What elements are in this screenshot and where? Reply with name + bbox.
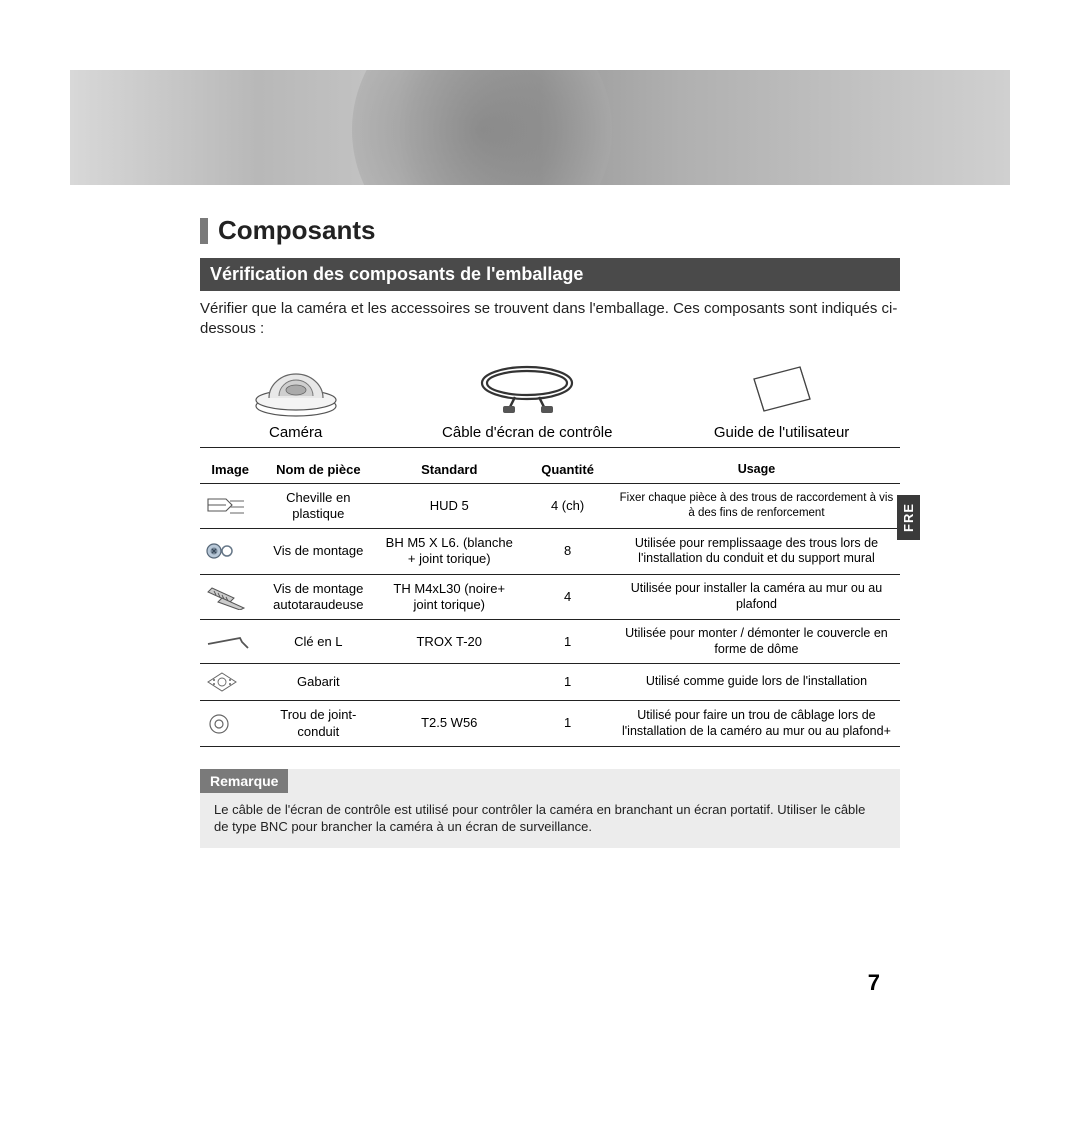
cell-nom: Cheville en plastique (260, 483, 376, 529)
th-usage: Usage (613, 456, 900, 484)
table-header-row: Image Nom de pièce Standard Quantité Usa… (200, 456, 900, 484)
camera-icon (251, 358, 341, 420)
cell-std (376, 664, 522, 701)
section-title: Composants (218, 215, 375, 246)
note-label: Remarque (200, 769, 288, 793)
main-item-guide-label: Guide de l'utilisateur (714, 424, 849, 441)
th-standard: Standard (376, 456, 522, 484)
note-box: Remarque Le câble de l'écran de contrôle… (200, 769, 900, 848)
lens-graphic (352, 70, 612, 185)
main-item-cable: Câble d'écran de contrôle (442, 358, 612, 441)
main-item-camera-label: Caméra (251, 424, 341, 441)
note-text: Le câble de l'écran de contrôle est util… (200, 793, 888, 836)
cell-nom: Vis de montage (260, 529, 376, 575)
cell-std: T2.5 W56 (376, 701, 522, 747)
row-icon-tapping-screw (200, 574, 260, 620)
main-item-cable-label: Câble d'écran de contrôle (442, 424, 612, 441)
cell-std: BH M5 X L6. (blanche + joint torique) (376, 529, 522, 575)
cell-usage: Utilisée pour installer la caméra au mur… (613, 574, 900, 620)
section-title-row: Composants (200, 215, 900, 246)
row-icon-lkey (200, 620, 260, 664)
table-row: Vis de montage BH M5 X L6. (blanche + jo… (200, 529, 900, 575)
row-icon-screw (200, 529, 260, 575)
cell-usage: Utilisée pour remplissaage des trous lor… (613, 529, 900, 575)
title-accent-bar (200, 218, 208, 244)
cable-icon (442, 358, 612, 420)
subsection-header: Vérification des composants de l'emballa… (200, 258, 900, 291)
cell-usage: Utilisé pour faire un trou de câblage lo… (613, 701, 900, 747)
th-quantite: Quantité (522, 456, 613, 484)
page-number: 7 (868, 970, 880, 996)
cell-std: HUD 5 (376, 483, 522, 529)
table-row: Cheville en plastique HUD 5 4 (ch) Fixer… (200, 483, 900, 529)
cell-nom: Gabarit (260, 664, 376, 701)
table-row: Clé en L TROX T-20 1 Utilisée pour monte… (200, 620, 900, 664)
header-banner-image (70, 70, 1010, 185)
cell-usage: Utilisé comme guide lors de l'installati… (613, 664, 900, 701)
main-item-camera: Caméra (251, 358, 341, 441)
cell-qty: 1 (522, 620, 613, 664)
table-row: Trou de joint-conduit T2.5 W56 1 Utilisé… (200, 701, 900, 747)
page-content: Composants Vérification des composants d… (200, 215, 900, 848)
cell-qty: 4 (ch) (522, 483, 613, 529)
intro-text: Vérifier que la caméra et les accessoire… (200, 299, 900, 340)
table-row: Gabarit 1 Utilisé comme guide lors de l'… (200, 664, 900, 701)
cell-qty: 4 (522, 574, 613, 620)
row-icon-template (200, 664, 260, 701)
table-row: Vis de montage autotaraudeuse TH M4xL30 … (200, 574, 900, 620)
guide-icon (714, 358, 849, 420)
cell-qty: 8 (522, 529, 613, 575)
language-tab: FRE (897, 495, 920, 540)
cell-qty: 1 (522, 701, 613, 747)
cell-std: TH M4xL30 (noire+ joint torique) (376, 574, 522, 620)
main-items-row: Caméra Câble d'écran de contrôle (200, 350, 900, 448)
row-icon-washer (200, 701, 260, 747)
cell-nom: Trou de joint-conduit (260, 701, 376, 747)
cell-nom: Vis de montage autotaraudeuse (260, 574, 376, 620)
cell-nom: Clé en L (260, 620, 376, 664)
cell-usage: Fixer chaque pièce à des trous de raccor… (613, 483, 900, 529)
cell-qty: 1 (522, 664, 613, 701)
row-icon-anchor (200, 483, 260, 529)
cell-std: TROX T-20 (376, 620, 522, 664)
parts-table: Image Nom de pièce Standard Quantité Usa… (200, 456, 900, 747)
cell-usage: Utilisée pour monter / démonter le couve… (613, 620, 900, 664)
th-image: Image (200, 456, 260, 484)
main-item-guide: Guide de l'utilisateur (714, 358, 849, 441)
th-nom: Nom de pièce (260, 456, 376, 484)
